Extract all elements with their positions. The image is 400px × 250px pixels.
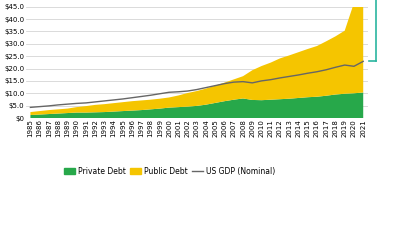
Legend: Private Debt, Public Debt, US GDP (Nominal): Private Debt, Public Debt, US GDP (Nomin…	[61, 164, 278, 179]
